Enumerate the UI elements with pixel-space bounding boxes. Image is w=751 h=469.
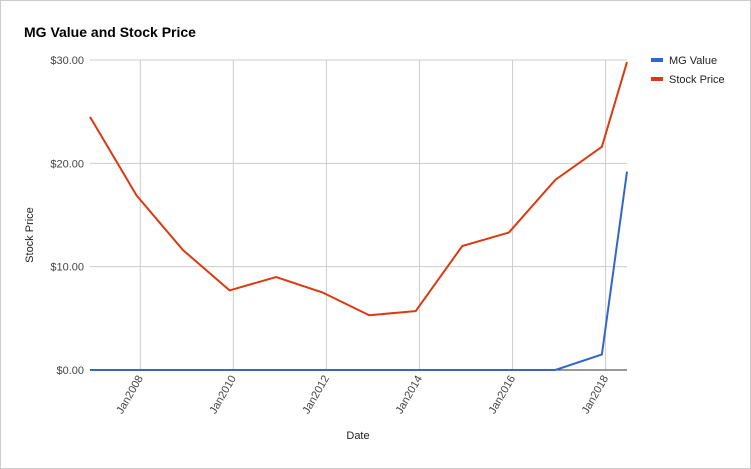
x-axis-label: Date	[346, 430, 369, 442]
y-axis-label: Stock Price	[24, 207, 36, 263]
y-tick-label: $20.00	[50, 158, 84, 170]
y-tick-label: $0.00	[56, 365, 84, 377]
legend-label: Stock Price	[669, 74, 725, 86]
legend-swatch	[651, 77, 663, 81]
line-series	[90, 171, 628, 371]
y-tick-label: $30.00	[50, 55, 84, 67]
y-tick-label: $10.00	[50, 262, 84, 274]
legend-label: MG Value	[669, 55, 717, 67]
chart-title: MG Value and Stock Price	[24, 24, 196, 40]
legend-swatch	[651, 58, 663, 62]
line-series	[89, 61, 628, 317]
